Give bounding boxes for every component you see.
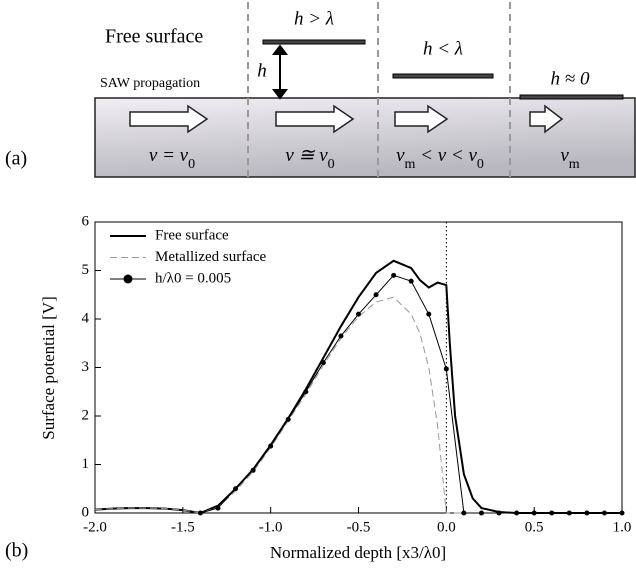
subscript: m — [405, 157, 416, 172]
marker — [250, 467, 256, 473]
panel-b: (b) Normalized depth [x3/λ0] Surface pot… — [5, 213, 631, 561]
label: h — [257, 60, 267, 81]
y-axis-label: Surface potential [V] — [39, 296, 58, 440]
subscript: 0 — [328, 157, 335, 172]
marker — [601, 510, 607, 516]
x-tick-label: -2.0 — [83, 519, 107, 535]
marker — [215, 505, 221, 511]
marker — [268, 443, 274, 449]
region-label: v = v0 — [149, 145, 195, 171]
y-tick-label: 4 — [82, 310, 90, 326]
marker — [461, 510, 467, 516]
y-tick-label: 0 — [82, 504, 90, 520]
region-label: v ≅ v0 — [285, 145, 334, 171]
marker — [478, 510, 484, 516]
marker — [514, 510, 520, 516]
marker — [356, 311, 361, 317]
x-tick-label: 0.0 — [437, 519, 456, 535]
marker — [233, 486, 239, 492]
marker — [303, 389, 309, 395]
marker — [531, 510, 537, 516]
x-tick-label: -0.5 — [347, 519, 371, 535]
x-tick-label: -1.0 — [259, 519, 283, 535]
text-part: < v < v — [415, 145, 477, 166]
text-part: v — [560, 145, 569, 166]
marker — [408, 278, 414, 284]
legend-label: Free surface — [155, 227, 229, 243]
label: SAW propagation — [100, 76, 200, 91]
panel-a: Free surface SAW propagation h > λ h h <… — [5, 2, 636, 178]
label: h < λ — [423, 38, 463, 59]
propagation-arrows — [129, 104, 564, 134]
legend-label: Metallized surface — [155, 249, 267, 265]
panel-label: (b) — [5, 540, 28, 562]
subscript: 0 — [188, 157, 195, 172]
y-tick-label: 3 — [82, 359, 90, 375]
subscript: m — [569, 157, 580, 172]
subscript: 0 — [477, 157, 484, 172]
region-label: vm — [560, 145, 579, 171]
label: h ≈ 0 — [551, 68, 590, 89]
plot-frame — [94, 221, 623, 514]
legend-label: h/λ0 = 0.005 — [155, 270, 231, 286]
marker — [566, 510, 572, 516]
marker — [373, 292, 379, 298]
x-tick-label: -1.5 — [171, 519, 195, 535]
marker — [584, 510, 590, 516]
metal-plates — [262, 39, 624, 100]
text-part: v — [396, 145, 405, 166]
x-tick-label: 1.0 — [613, 519, 632, 535]
label: Free surface — [105, 26, 203, 48]
marker — [549, 510, 555, 516]
marker — [426, 311, 432, 317]
y-tick-label: 6 — [82, 213, 90, 229]
legend-marker — [123, 274, 133, 284]
region-labels: v = v0 v ≅ v0 vm < v < v0 vm — [149, 145, 580, 171]
dividers — [247, 2, 511, 177]
text-part: v ≅ v — [285, 145, 328, 166]
marker — [391, 272, 397, 278]
series-line — [200, 274, 622, 514]
marker — [320, 360, 326, 366]
marker — [496, 510, 502, 516]
gap-arrow — [272, 44, 288, 100]
text-part: v = v — [149, 145, 189, 166]
x-axis-label: Normalized depth [x3/λ0] — [270, 543, 446, 562]
region-label: vm < v < v0 — [396, 145, 484, 171]
y-tick-label: 1 — [82, 456, 90, 472]
series-line — [94, 259, 622, 515]
y-tick-label: 2 — [82, 407, 90, 423]
y-tick-label: 5 — [82, 262, 90, 278]
series-line — [94, 296, 622, 514]
marker — [338, 333, 344, 339]
panel-label: (a) — [5, 148, 27, 170]
x-tick-label: 0.5 — [525, 519, 544, 535]
marker — [285, 416, 291, 422]
marker — [619, 510, 625, 516]
marker — [443, 366, 449, 372]
marker — [197, 510, 203, 516]
label: h > λ — [294, 8, 334, 29]
